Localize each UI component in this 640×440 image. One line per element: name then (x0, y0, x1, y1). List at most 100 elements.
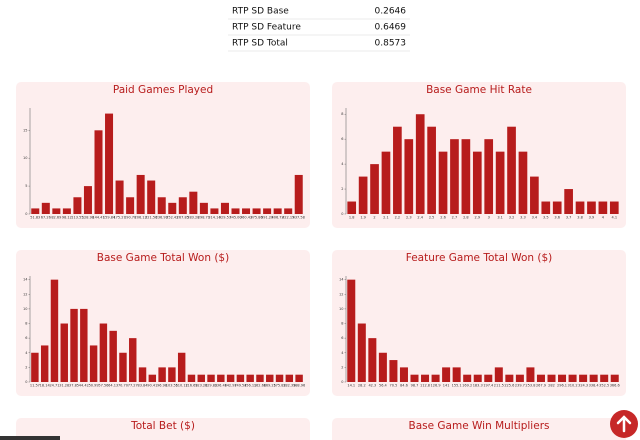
x-tick-label: 136.40 (215, 384, 227, 388)
x-tick-label: 28.2 (358, 384, 366, 388)
bar (197, 374, 205, 382)
x-tick-label: 11.57 (30, 384, 40, 388)
x-tick-label: 126.9 (431, 384, 441, 388)
x-tick-label: 366.6 (610, 384, 620, 388)
bar (452, 367, 461, 382)
stat-label: RTP SD Total (232, 39, 288, 49)
bar (381, 151, 391, 214)
x-tick-label: 4 (602, 216, 605, 220)
bar (136, 174, 145, 214)
x-tick-label: 3.5 (543, 216, 549, 220)
bar (589, 374, 598, 382)
x-tick-label: 406.72 (272, 216, 284, 220)
bar (357, 323, 366, 382)
bar (526, 367, 535, 382)
bar (199, 202, 208, 214)
status-bar (0, 436, 60, 440)
bar (536, 374, 545, 382)
stat-label: RTP SD Feature (232, 23, 301, 33)
x-tick-label: 98.7 (411, 384, 419, 388)
y-tick-label: 8 (341, 112, 343, 116)
x-tick-label: 162.68 (254, 384, 266, 388)
bar (115, 180, 124, 214)
bar (393, 126, 402, 214)
arrow-icon[interactable] (616, 415, 632, 433)
bar (109, 330, 117, 382)
bar (579, 374, 588, 382)
stat-value: 0.8573 (375, 39, 407, 49)
y-tick-label: 0 (25, 212, 27, 216)
bar (50, 279, 59, 382)
bar (587, 201, 596, 214)
bar (157, 197, 166, 214)
x-tick-label: 2.2 (395, 216, 401, 220)
x-tick-label: 3.1 (497, 216, 503, 220)
x-tick-label: 51.83 (30, 216, 40, 220)
bar (189, 191, 198, 214)
y-tick-label: 12 (339, 292, 343, 296)
x-tick-label: 190.70 (124, 216, 136, 220)
x-tick-label: 2.4 (417, 216, 423, 220)
x-tick-label: 116.69 (185, 384, 197, 388)
bar (236, 374, 245, 382)
x-tick-label: 113.55 (71, 216, 83, 220)
x-tick-label: 360.43 (240, 216, 252, 220)
bar (62, 208, 71, 214)
x-tick-label: 149.54 (234, 384, 247, 388)
x-tick-label: 3.6 (554, 216, 560, 220)
x-tick-label: 225.6 (504, 384, 514, 388)
x-tick-label: 37.85 (69, 384, 79, 388)
chart-title: Base Game Total Won ($) (97, 252, 229, 264)
x-tick-label: 4.1 (612, 216, 618, 220)
x-tick-label: 57.56 (98, 384, 108, 388)
x-tick-label: 14.1 (347, 384, 355, 388)
x-tick-label: 239.7 (515, 384, 525, 388)
y-tick-label: 14 (339, 278, 344, 282)
bar (415, 114, 425, 214)
stat-value: 0.6469 (375, 23, 407, 33)
y-tick-label: 5 (25, 184, 27, 188)
bar (421, 374, 430, 382)
bar (410, 374, 419, 382)
bar (210, 208, 219, 214)
x-tick-label: 84.6 (400, 384, 408, 388)
x-tick-label: 2.5 (429, 216, 435, 220)
y-tick-label: 10 (23, 307, 27, 311)
x-tick-label: 175.82 (273, 384, 285, 388)
x-tick-label: 3.9 (589, 216, 595, 220)
x-tick-label: 70.5 (390, 384, 398, 388)
bar (547, 374, 556, 382)
bar (80, 308, 88, 382)
x-tick-label: 31.28 (59, 384, 69, 388)
bar (60, 323, 68, 382)
bar (515, 374, 524, 382)
x-tick-label: 3.2 (509, 216, 515, 220)
x-tick-label: 2.3 (406, 216, 412, 220)
bar (83, 186, 92, 214)
bar (399, 367, 408, 382)
y-tick-label: 6 (341, 137, 343, 141)
bar (450, 139, 459, 214)
x-tick-label: 70.70 (118, 384, 128, 388)
x-tick-label: 2 (373, 216, 375, 220)
bar (158, 367, 166, 382)
scroll-top-button[interactable] (610, 410, 638, 438)
bar (177, 352, 186, 382)
bar (358, 176, 368, 214)
bar (52, 208, 61, 214)
x-tick-label: 183.3 (473, 384, 483, 388)
x-tick-label: 197.4 (483, 384, 494, 388)
bar (347, 201, 357, 214)
y-tick-label: 0 (341, 212, 343, 216)
x-tick-label: 141 (443, 384, 450, 388)
bar (600, 374, 609, 382)
x-tick-label: 338.4 (589, 384, 600, 388)
bar (105, 113, 114, 214)
bar (275, 374, 284, 382)
x-tick-label: 64.13 (108, 384, 118, 388)
x-tick-label: 83.84 (138, 384, 149, 388)
chart-title: Base Game Win Multipliers (409, 420, 550, 432)
x-tick-label: 3 (488, 216, 490, 220)
y-tick-label: 14 (23, 278, 28, 282)
